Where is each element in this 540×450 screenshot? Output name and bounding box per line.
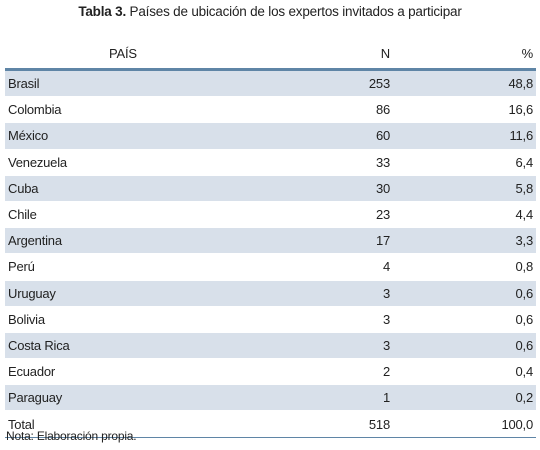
table-caption: Tabla 3. Países de ubicación de los expe… bbox=[0, 4, 540, 19]
header-country: PAÍS bbox=[5, 38, 225, 71]
cell-country: Venezuela bbox=[5, 149, 225, 176]
table-row: Perú 4 0,8 bbox=[5, 253, 536, 281]
cell-country: Uruguay bbox=[5, 280, 225, 307]
table-caption-label: Tabla 3. bbox=[78, 4, 126, 19]
cell-percent: 0,4 bbox=[393, 358, 536, 386]
table-note: Nota: Elaboración propia. bbox=[6, 429, 137, 443]
cell-n: 1 bbox=[225, 384, 393, 412]
cell-percent: 0,8 bbox=[393, 253, 536, 281]
header-percent: % bbox=[393, 38, 536, 71]
table-row: Costa Rica 3 0,6 bbox=[5, 332, 536, 360]
cell-percent: 0,6 bbox=[393, 306, 536, 333]
total-percent: 100,0 bbox=[393, 410, 536, 438]
cell-percent: 3,3 bbox=[393, 227, 536, 255]
cell-country: Paraguay bbox=[5, 384, 225, 412]
table-row: Colombia 86 16,6 bbox=[5, 96, 536, 124]
cell-percent: 11,6 bbox=[393, 122, 536, 150]
header-row: PAÍS N % bbox=[5, 38, 536, 71]
table-row: Venezuela 33 6,4 bbox=[5, 149, 536, 176]
cell-n: 60 bbox=[225, 122, 393, 150]
table-row: México 60 11,6 bbox=[5, 122, 536, 150]
cell-percent: 16,6 bbox=[393, 96, 536, 124]
table-row: Bolivia 3 0,6 bbox=[5, 306, 536, 333]
cell-percent: 48,8 bbox=[393, 69, 536, 98]
cell-percent: 0,6 bbox=[393, 332, 536, 360]
table-row: Argentina 17 3,3 bbox=[5, 227, 536, 255]
cell-percent: 5,8 bbox=[393, 175, 536, 202]
cell-country: Cuba bbox=[5, 175, 225, 202]
table-row: Chile 23 4,4 bbox=[5, 201, 536, 229]
cell-n: 253 bbox=[225, 69, 393, 98]
cell-n: 23 bbox=[225, 201, 393, 229]
table-row: Uruguay 3 0,6 bbox=[5, 280, 536, 307]
cell-country: Brasil bbox=[5, 69, 225, 98]
header-n: N bbox=[225, 38, 393, 71]
table-caption-text: Países de ubicación de los expertos invi… bbox=[126, 4, 462, 19]
countries-table: PAÍS N % Brasil 253 48,8 Colombia 86 16,… bbox=[5, 38, 536, 438]
table-header: PAÍS N % bbox=[5, 38, 536, 71]
cell-n: 4 bbox=[225, 253, 393, 281]
cell-n: 2 bbox=[225, 358, 393, 386]
cell-n: 3 bbox=[225, 306, 393, 333]
cell-n: 86 bbox=[225, 96, 393, 124]
cell-percent: 0,6 bbox=[393, 280, 536, 307]
cell-country: Costa Rica bbox=[5, 332, 225, 360]
cell-country: Chile bbox=[5, 201, 225, 229]
cell-country: México bbox=[5, 122, 225, 150]
cell-n: 3 bbox=[225, 280, 393, 307]
cell-country: Argentina bbox=[5, 227, 225, 255]
total-n: 518 bbox=[225, 410, 393, 438]
cell-percent: 6,4 bbox=[393, 149, 536, 176]
table-row: Paraguay 1 0,2 bbox=[5, 384, 536, 412]
cell-country: Ecuador bbox=[5, 358, 225, 386]
table-row: Cuba 30 5,8 bbox=[5, 175, 536, 202]
total-label: Total bbox=[5, 410, 225, 438]
table-row: Ecuador 2 0,4 bbox=[5, 358, 536, 386]
cell-n: 17 bbox=[225, 227, 393, 255]
countries-table-container: PAÍS N % Brasil 253 48,8 Colombia 86 16,… bbox=[5, 38, 536, 438]
table-row: Brasil 253 48,8 bbox=[5, 69, 536, 98]
cell-n: 30 bbox=[225, 175, 393, 202]
cell-country: Bolivia bbox=[5, 306, 225, 333]
cell-percent: 4,4 bbox=[393, 201, 536, 229]
cell-percent: 0,2 bbox=[393, 384, 536, 412]
cell-country: Perú bbox=[5, 253, 225, 281]
cell-country: Colombia bbox=[5, 96, 225, 124]
cell-n: 33 bbox=[225, 149, 393, 176]
table-body: Brasil 253 48,8 Colombia 86 16,6 México … bbox=[5, 69, 536, 438]
cell-n: 3 bbox=[225, 332, 393, 360]
total-row: Total 518 100,0 bbox=[5, 410, 536, 438]
